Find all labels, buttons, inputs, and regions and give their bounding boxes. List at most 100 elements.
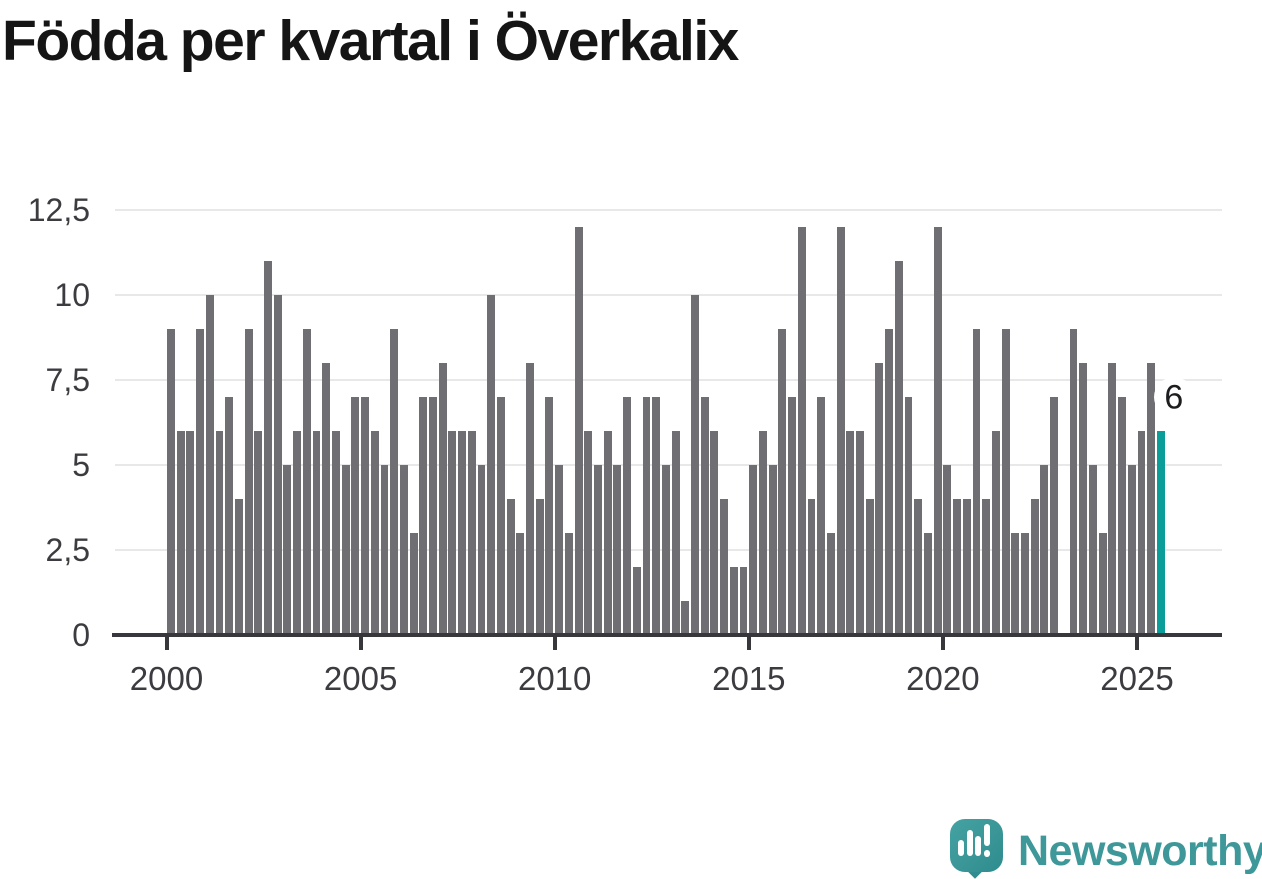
bar [409,533,418,635]
x-axis-tick-label: 2005 [323,660,398,697]
x-axis-tick [940,637,945,650]
bar [1127,465,1136,635]
bar [885,329,894,635]
bar [331,431,340,635]
bar [632,567,641,635]
bar [351,397,360,635]
bar [380,465,389,635]
x-axis-tick-label: 2020 [906,660,980,697]
highlight-value-label: 6 [1164,378,1184,417]
bar [273,295,282,635]
x-axis-tick-label: 2025 [1100,660,1174,697]
bar [516,533,525,635]
bar [797,227,806,635]
newsworthy-logo-icon [950,815,1003,879]
bar [681,601,690,635]
bar [943,465,952,635]
bar [807,499,816,635]
newsworthy-logo-text: Newsworthy [1018,827,1262,875]
y-axis-tick-label: 7,5 [45,362,90,398]
bar [613,465,622,635]
gridline [115,209,1222,211]
bar [1088,465,1097,635]
bar [1050,397,1059,635]
x-axis-tick [552,637,557,650]
bar [167,329,175,635]
bar [865,499,874,635]
logo-chart-bar-icon [975,836,981,856]
y-axis-tick-label: 5 [72,447,90,483]
bar [234,499,243,635]
bar [399,465,408,635]
bar [429,397,437,635]
bar [856,431,864,635]
bar [652,397,661,635]
bar [1011,533,1020,635]
bar [526,363,534,635]
y-axis-tick-label: 2,5 [45,532,90,568]
bar [972,329,981,635]
logo-chart-bar-icon [966,830,973,856]
bar [1021,533,1029,635]
bar [1079,363,1088,635]
bar [982,499,991,635]
bar [594,465,602,635]
bar [574,227,583,635]
gridline [115,379,1222,381]
bar [1069,329,1078,635]
exclamation-icon [983,850,990,857]
bar [215,431,224,635]
bar [836,227,845,635]
bar [1147,363,1156,635]
bar [1137,431,1146,635]
bar [826,533,835,635]
bar [661,465,670,635]
newsworthy-logo: Newsworthy [950,815,1262,879]
bar [545,397,554,635]
bar [302,329,311,635]
bar [244,329,253,635]
x-axis-tick [164,637,169,650]
page-title: Födda per kvartal i Överkalix [2,9,739,73]
bar [467,431,476,635]
x-axis-tick-label: 2015 [712,660,786,697]
bar [962,499,971,635]
bar [448,431,457,635]
bar [729,567,738,635]
x-axis-line [112,633,1222,637]
bar [894,261,903,635]
bar [1108,363,1117,635]
bar [419,397,428,635]
bar [642,397,651,635]
bar [953,499,961,635]
bar [341,465,350,635]
bar [846,431,855,635]
bar [322,363,331,635]
x-axis-tick-label: 2010 [517,660,592,697]
bar [720,499,729,635]
bar [186,431,195,635]
x-axis-tick-label: 2000 [129,660,204,697]
logo-chart-bar-icon [958,840,964,856]
x-axis-tick [358,637,363,650]
bar [817,397,826,635]
bar [438,363,447,635]
bar [293,431,302,635]
bar [555,465,564,635]
bar [788,397,796,635]
bar [671,431,680,635]
bar [205,295,214,635]
bar [710,431,719,635]
bar [778,329,787,635]
bar [923,533,932,635]
exclamation-icon [983,824,990,846]
bar [506,499,515,635]
bar [914,499,923,635]
bar [390,329,399,635]
bar [312,431,321,635]
bar [477,465,486,635]
bar [1001,329,1010,635]
y-axis-tick-label: 12,5 [27,192,90,228]
bar [739,567,748,635]
